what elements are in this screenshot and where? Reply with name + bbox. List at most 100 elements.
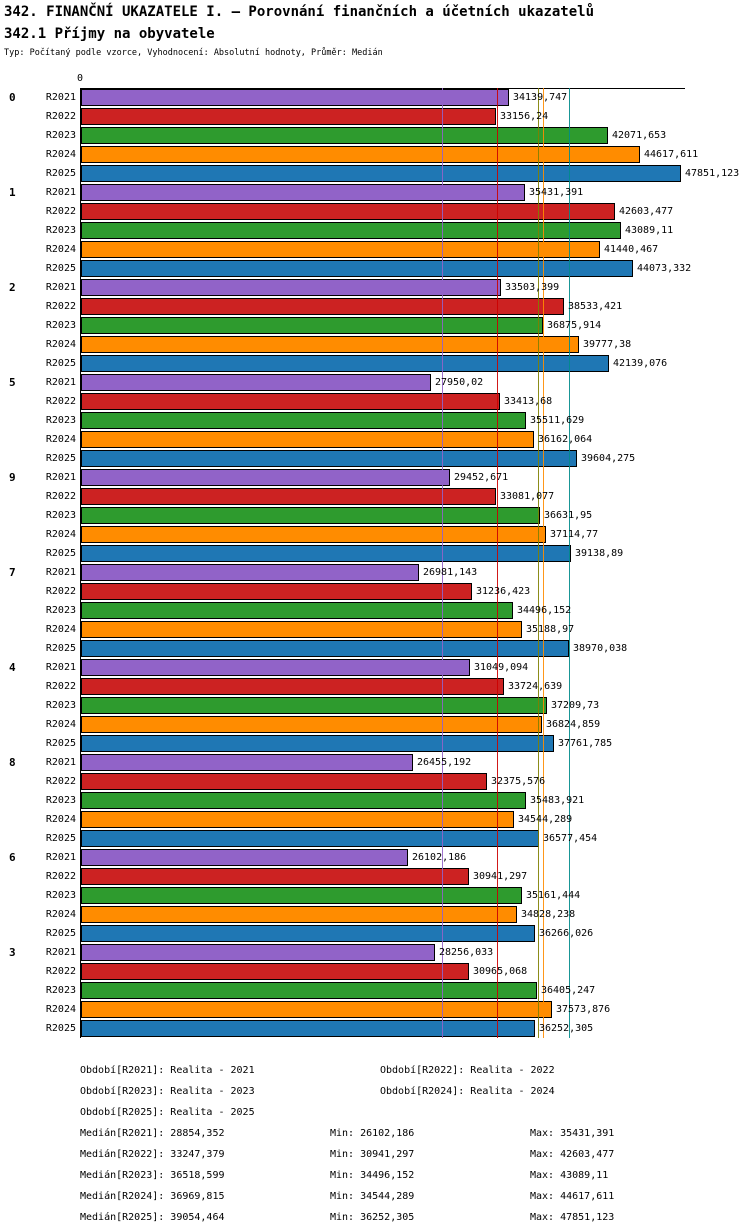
- series-label: R2021: [45, 661, 76, 673]
- stat-min: Min: 30941,297: [330, 1149, 415, 1160]
- series-label: R2025: [45, 832, 76, 844]
- chart-row: 9 R2021 29452,671: [0, 468, 750, 487]
- chart-row: R2023 35511,629: [0, 411, 750, 430]
- median-line-R2021: [441, 88, 443, 1038]
- stat-max: Max: 47851,123: [530, 1212, 615, 1223]
- bar-value-label: 34496,152: [517, 604, 572, 616]
- bar-R2022: [81, 868, 469, 885]
- bar-R2021: [81, 89, 509, 106]
- legend-item: Období[R2022]: Realita - 2022: [380, 1065, 555, 1076]
- series-label: R2025: [45, 357, 76, 369]
- bar-R2021: [81, 469, 450, 486]
- chart-row: R2022 33156,24: [0, 107, 750, 126]
- bar-value-label: 47851,123: [685, 167, 740, 179]
- bar-value-label: 26981,143: [423, 566, 478, 578]
- series-label: R2025: [45, 642, 76, 654]
- series-label: R2023: [45, 699, 76, 711]
- bar-R2024: [81, 621, 522, 638]
- series-label: R2024: [45, 813, 76, 825]
- series-label: R2022: [45, 775, 76, 787]
- bar-value-label: 30965,068: [473, 965, 528, 977]
- stat-median: Medián[R2025]: 39054,464: [80, 1212, 225, 1223]
- bar-R2024: [81, 146, 640, 163]
- series-label: R2023: [45, 319, 76, 331]
- bar-R2021: [81, 849, 408, 866]
- bar-R2023: [81, 602, 513, 619]
- chart-row: 5 R2021 27950,02: [0, 373, 750, 392]
- chart-row: 4 R2021 31049,094: [0, 658, 750, 677]
- stat-min: Min: 36252,305: [330, 1212, 415, 1223]
- series-label: R2024: [45, 1003, 76, 1015]
- series-label: R2025: [45, 262, 76, 274]
- bar-R2024: [81, 1001, 552, 1018]
- axis-top-line: [80, 88, 685, 89]
- bar-R2022: [81, 393, 500, 410]
- bar-value-label: 37209,73: [551, 699, 600, 711]
- bar-value-label: 31236,423: [476, 585, 531, 597]
- series-label: R2022: [45, 205, 76, 217]
- bar-value-label: 36875,914: [547, 319, 602, 331]
- bar-value-label: 44073,332: [637, 262, 692, 274]
- chart-row: R2023 35483,921: [0, 791, 750, 810]
- bar-R2025: [81, 165, 681, 182]
- chart-row: R2022 33724,639: [0, 677, 750, 696]
- bar-R2021: [81, 374, 431, 391]
- series-label: R2022: [45, 585, 76, 597]
- series-label: R2022: [45, 395, 76, 407]
- bar-value-label: 41440,467: [604, 243, 659, 255]
- stat-max: Max: 44617,611: [530, 1191, 615, 1202]
- bar-value-label: 35511,629: [530, 414, 585, 426]
- group-label: 2: [9, 281, 16, 294]
- chart-row: R2023 36631,95: [0, 506, 750, 525]
- bar-R2024: [81, 716, 542, 733]
- chart-row: R2025 42139,076: [0, 354, 750, 373]
- chart-row: R2024 44617,611: [0, 145, 750, 164]
- bar-R2023: [81, 127, 608, 144]
- bar-R2022: [81, 773, 487, 790]
- bar-R2023: [81, 507, 540, 524]
- series-label: R2025: [45, 737, 76, 749]
- bar-R2022: [81, 963, 469, 980]
- series-label: R2022: [45, 300, 76, 312]
- bar-value-label: 33724,639: [508, 680, 563, 692]
- series-label: R2022: [45, 870, 76, 882]
- report-meta: Typ: Počítaný podle vzorce, Vyhodnocení:…: [4, 48, 383, 58]
- stat-max: Max: 42603,477: [530, 1149, 615, 1160]
- median-line-R2025: [569, 88, 571, 1038]
- chart-row: 2 R2021 33503,399: [0, 278, 750, 297]
- bar-value-label: 35188,97: [526, 623, 575, 635]
- chart-row: R2025 44073,332: [0, 259, 750, 278]
- bar-value-label: 43089,11: [625, 224, 674, 236]
- stat-min: Min: 26102,186: [330, 1128, 415, 1139]
- bar-R2023: [81, 412, 526, 429]
- bar-R2025: [81, 355, 609, 372]
- bar-value-label: 36824,859: [546, 718, 601, 730]
- bar-value-label: 36162,064: [538, 433, 593, 445]
- series-label: R2025: [45, 547, 76, 559]
- bar-value-label: 39604,275: [581, 452, 636, 464]
- bar-value-label: 32375,576: [491, 775, 546, 787]
- bar-value-label: 34139,747: [513, 91, 568, 103]
- series-label: R2021: [45, 851, 76, 863]
- bar-R2023: [81, 792, 526, 809]
- legend-item: Období[R2021]: Realita - 2021: [80, 1065, 255, 1076]
- bar-value-label: 44617,611: [644, 148, 699, 160]
- series-label: R2025: [45, 167, 76, 179]
- series-label: R2021: [45, 756, 76, 768]
- chart-row: R2024 36162,064: [0, 430, 750, 449]
- bar-value-label: 34544,289: [518, 813, 573, 825]
- chart-row: R2023 36405,247: [0, 981, 750, 1000]
- chart-row: 0 R2021 34139,747: [0, 88, 750, 107]
- bar-R2022: [81, 298, 564, 315]
- series-label: R2022: [45, 680, 76, 692]
- chart-row: R2024 37114,77: [0, 525, 750, 544]
- chart-row: R2023 37209,73: [0, 696, 750, 715]
- bar-value-label: 37573,876: [556, 1003, 611, 1015]
- bar-value-label: 35431,391: [529, 186, 584, 198]
- bar-R2022: [81, 108, 496, 125]
- series-label: R2021: [45, 376, 76, 388]
- series-label: R2021: [45, 186, 76, 198]
- bar-value-label: 33156,24: [500, 110, 549, 122]
- chart-row: R2024 34544,289: [0, 810, 750, 829]
- bar-value-label: 36252,305: [539, 1022, 594, 1034]
